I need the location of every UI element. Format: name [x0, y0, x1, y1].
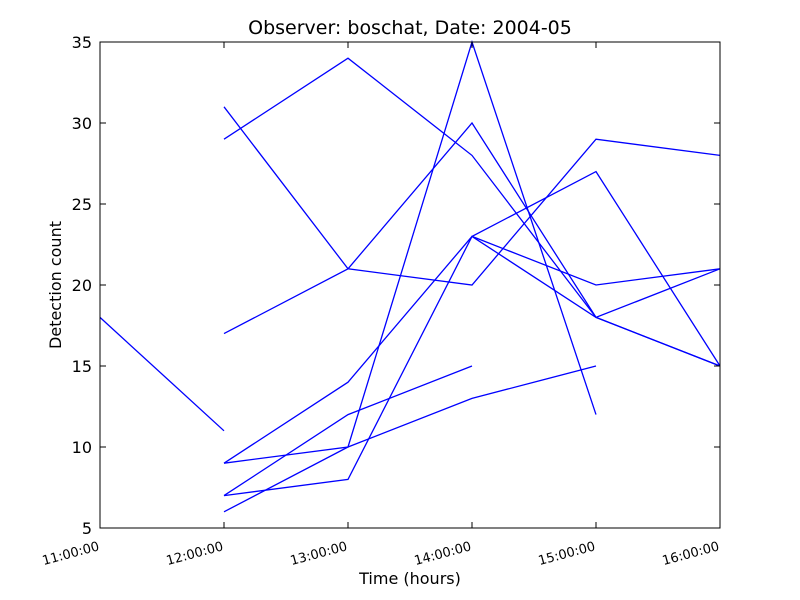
series-line-6 — [223, 365, 473, 497]
y-tick-label: 20 — [72, 276, 92, 295]
y-tick-label: 15 — [72, 357, 92, 376]
series-line-3 — [223, 106, 721, 286]
series-layer — [99, 39, 721, 513]
plot-frame — [99, 41, 721, 529]
y-axis-ticks: 5 10 15 20 25 30 35 — [72, 33, 720, 538]
series-line-10 — [471, 235, 721, 286]
series-line-1 — [99, 316, 225, 432]
chart-title: Observer: boschat, Date: 2004-05 — [248, 17, 572, 39]
series-line-2 — [223, 57, 721, 319]
series-line-8 — [223, 365, 597, 513]
y-tick-label: 25 — [72, 195, 92, 214]
y-axis-label: Detection count — [46, 221, 65, 349]
y-tick-label: 10 — [72, 438, 92, 457]
y-tick-label: 5 — [82, 519, 92, 538]
series-line-7 — [223, 39, 597, 464]
x-axis-label: Time (hours) — [358, 569, 461, 588]
y-tick-label: 35 — [72, 33, 92, 52]
y-tick-label: 30 — [72, 114, 92, 133]
